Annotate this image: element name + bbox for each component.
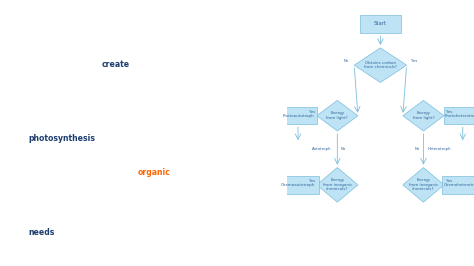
Text: photosynthesis: photosynthesis (28, 134, 96, 143)
Polygon shape (354, 48, 407, 82)
Text: organic: organic (137, 168, 171, 177)
Text: Chemoautotroph: Chemoautotroph (281, 183, 315, 187)
Text: No: No (414, 147, 419, 151)
Text: organic compounds as a: organic compounds as a (54, 228, 152, 237)
Polygon shape (317, 168, 358, 202)
Text: No: No (344, 59, 349, 63)
Text: energy and biological materials from: energy and biological materials from (28, 78, 173, 87)
Text: Start: Start (374, 22, 387, 26)
Text: Energy
from light?: Energy from light? (327, 111, 348, 120)
Text: Chemoheterotroph- needs: Chemoheterotroph- needs (28, 168, 134, 177)
Text: DIFFERENCES IN BACTERIAL ENERGY: DIFFERENCES IN BACTERIAL ENERGY (23, 27, 188, 36)
Text: Energy
from light?: Energy from light? (412, 111, 434, 120)
FancyBboxPatch shape (277, 176, 319, 194)
FancyBboxPatch shape (279, 107, 317, 124)
Text: ·: · (16, 168, 18, 177)
Text: Photoheterotroph: Photoheterotroph (445, 114, 474, 118)
Text: No: No (341, 147, 346, 151)
Text: their own: their own (132, 60, 171, 69)
Text: converted into organic materials: converted into organic materials (28, 170, 157, 179)
FancyBboxPatch shape (442, 176, 474, 194)
Text: Photoautotroph- carry out: Photoautotroph- carry out (28, 116, 130, 125)
Text: ·: · (16, 210, 18, 219)
Text: Heterotroph: Heterotroph (428, 147, 451, 151)
FancyBboxPatch shape (444, 107, 474, 124)
Text: source.: source. (61, 246, 81, 251)
Text: molecules for both energy and carbon.: molecules for both energy and carbon. (28, 186, 181, 195)
FancyBboxPatch shape (360, 15, 401, 33)
Text: Yes: Yes (446, 179, 452, 183)
Text: needs: needs (28, 228, 55, 237)
Text: sunlight, carbon dioxide and water: sunlight, carbon dioxide and water (28, 152, 165, 161)
Text: Energy
from inorganic
chemicals?: Energy from inorganic chemicals? (323, 178, 352, 192)
Text: ·: · (16, 60, 18, 69)
Text: inorganic chemicals.: inorganic chemicals. (28, 96, 109, 105)
Text: Autotroph: Autotroph (311, 147, 331, 151)
Text: Chemoheterotroph: Chemoheterotroph (444, 183, 474, 187)
Text: Energy
from inorganic
chemicals?: Energy from inorganic chemicals? (409, 178, 438, 192)
Text: carbon: carbon (28, 246, 58, 255)
Text: Obtains carbon
from chemicals?: Obtains carbon from chemicals? (364, 61, 397, 69)
Text: Yes: Yes (309, 179, 315, 183)
Polygon shape (317, 101, 358, 131)
Text: Photoheterotroph- photosynthetic but: Photoheterotroph- photosynthetic but (28, 210, 176, 219)
Text: Yes: Yes (446, 110, 452, 114)
Text: Yes: Yes (309, 110, 315, 114)
Text: Photoautotroph: Photoautotroph (282, 114, 314, 118)
Text: ·: · (16, 116, 18, 125)
Polygon shape (403, 168, 444, 202)
Polygon shape (403, 101, 444, 131)
Text: Chemoautotroph-: Chemoautotroph- (28, 60, 100, 69)
Text: create: create (101, 60, 129, 69)
Text: Yes: Yes (411, 59, 418, 63)
Text: . Using energy from: . Using energy from (100, 134, 177, 143)
